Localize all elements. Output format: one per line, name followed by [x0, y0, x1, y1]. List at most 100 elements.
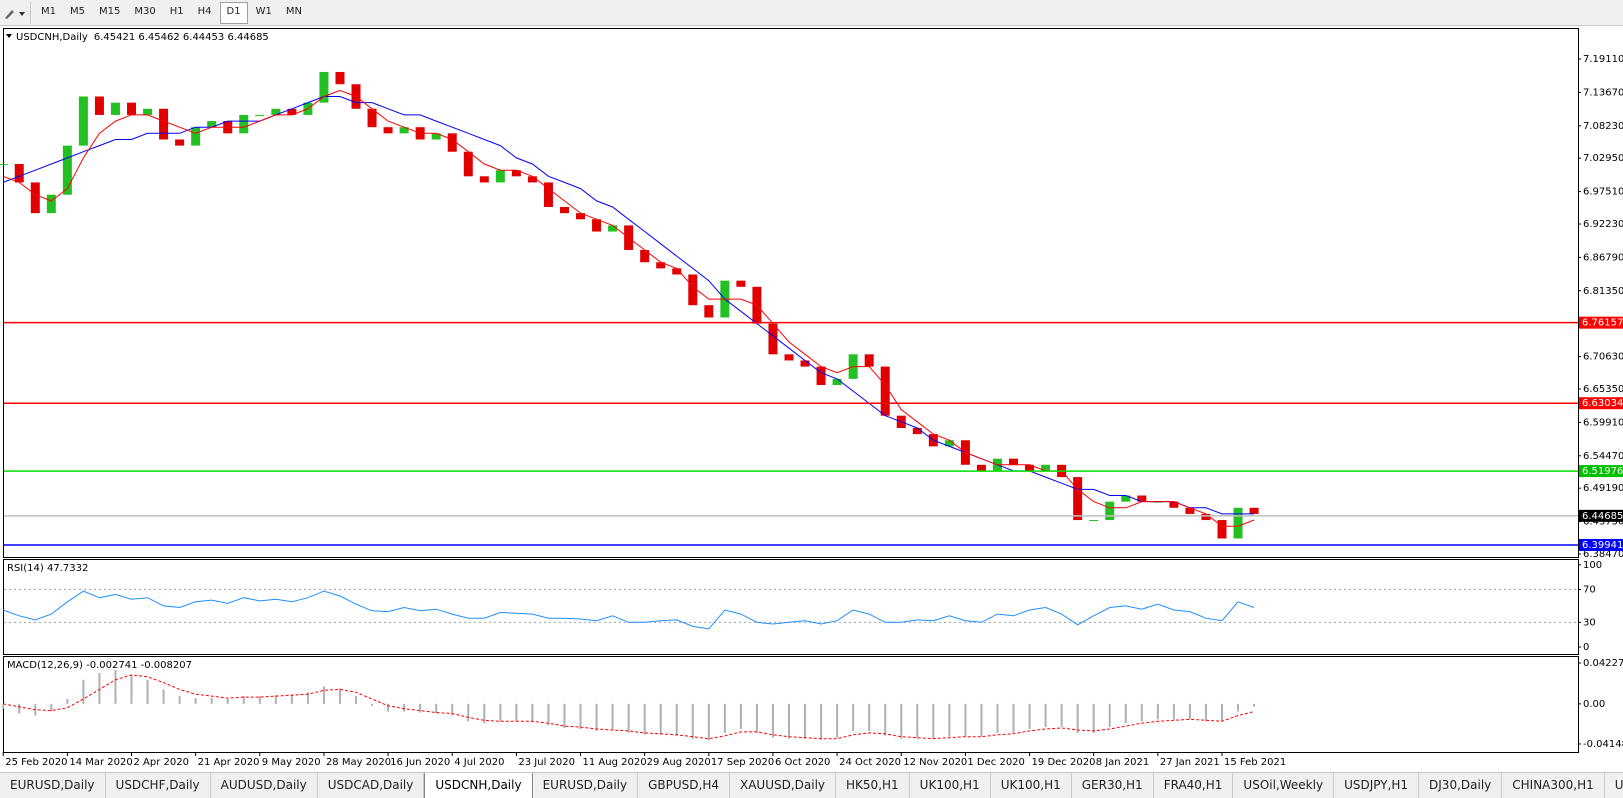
y-tick-label: 6.92230: [1583, 219, 1623, 230]
candle: [479, 176, 489, 183]
chart-tab[interactable]: UK100,H1: [910, 773, 991, 798]
chart-tab[interactable]: GER30,H1: [1072, 773, 1154, 798]
macd-bar: [900, 703, 903, 739]
chart-tab[interactable]: USDCHF,Daily: [106, 773, 211, 798]
candle: [463, 151, 473, 177]
timeframe-button[interactable]: M30: [134, 5, 156, 17]
x-tick-label: 28 May 2020: [326, 757, 391, 768]
ohlc-values: 6.45421 6.45462 6.44453 6.44685: [94, 32, 269, 43]
x-tick-label: 8 Jan 2021: [1096, 757, 1150, 768]
macd-bar: [258, 696, 261, 704]
timeframe-button[interactable]: MN: [285, 5, 302, 17]
macd-bar: [1237, 703, 1240, 712]
macd-bar: [66, 699, 69, 704]
draw-tools[interactable]: [0, 1, 31, 24]
candle: [864, 354, 874, 367]
y-tick-label: 6.49190: [1583, 483, 1623, 494]
chart-tab[interactable]: USDCAD,Daily: [318, 773, 425, 798]
macd-bar: [130, 674, 133, 704]
candle: [110, 102, 120, 115]
macd-bar: [322, 686, 325, 704]
chart-tab[interactable]: FRA40,H1: [1154, 773, 1234, 798]
candle: [383, 127, 393, 134]
x-tick-label: 1 Dec 2020: [967, 757, 1025, 768]
candle: [1185, 507, 1195, 514]
candle: [1169, 501, 1179, 508]
candle: [1025, 464, 1035, 471]
level-label-box: [1579, 316, 1623, 329]
macd-bar: [1076, 703, 1079, 733]
y-tick-label: 6.81350: [1583, 286, 1623, 297]
candle: [207, 121, 217, 128]
x-tick-label: 24 Oct 2020: [839, 757, 901, 768]
candle: [656, 262, 666, 269]
macd-bar: [419, 703, 422, 713]
macd-bar: [1140, 703, 1143, 722]
macd-bar: [1028, 703, 1031, 729]
chart-tab[interactable]: USOil,Weekly: [1233, 773, 1335, 798]
candle: [287, 108, 297, 115]
tool-icon: [5, 9, 25, 19]
macd-bar: [242, 696, 245, 704]
y-tick-label: 0.042275: [1583, 658, 1623, 669]
macd-bar: [884, 703, 887, 736]
macd-bar: [852, 703, 855, 731]
macd-bar: [579, 703, 582, 729]
chart-tab[interactable]: EURUSD,Daily: [533, 773, 639, 798]
candle: [672, 268, 682, 275]
timeframe-button[interactable]: H4: [197, 5, 212, 17]
chart-tab[interactable]: EURUSD,Daily: [0, 773, 106, 798]
chart-tab[interactable]: CHINA300,H1: [1502, 773, 1605, 798]
candle: [46, 194, 56, 214]
macd-bar: [611, 703, 614, 730]
timeframe-button[interactable]: D1: [219, 1, 248, 24]
macd-bar: [435, 703, 438, 714]
macd-bar: [1172, 703, 1175, 720]
macd-bar: [98, 672, 101, 704]
level-label-box: [1579, 538, 1623, 551]
candle: [768, 323, 778, 355]
macd-bar: [1092, 703, 1095, 733]
chart-window: 7.19110 7.13670 7.08230 7.02950 6.97510 6.922…: [0, 28, 1623, 768]
timeframe-button[interactable]: H1: [169, 5, 184, 17]
chart-tab[interactable]: AUDUSD,Daily: [211, 773, 318, 798]
level-label: 6.51976: [1582, 466, 1623, 477]
timeframe-button[interactable]: M5: [70, 5, 85, 17]
timeframe-button[interactable]: M1: [41, 5, 56, 17]
macd-bar: [1060, 703, 1063, 728]
x-tick-label: 25 Feb 2020: [5, 757, 67, 768]
candle: [367, 108, 377, 128]
y-tick-label: 6.54470: [1583, 451, 1623, 462]
candle: [527, 176, 537, 183]
candle: [319, 71, 329, 103]
timeframe-button[interactable]: W1: [255, 5, 272, 17]
x-tick-label: 27 Jan 2021: [1160, 757, 1220, 768]
x-tick-label: 14 Mar 2020: [69, 757, 132, 768]
candle: [1153, 501, 1163, 503]
chart-tab[interactable]: HK50,H1: [836, 773, 910, 798]
chart-tab[interactable]: DJ30,Daily: [1419, 773, 1503, 798]
candle: [1121, 495, 1131, 502]
menu-triangle: [6, 34, 12, 38]
candle: [1201, 513, 1211, 521]
macd-bar: [1124, 703, 1127, 724]
macd-bar: [1204, 703, 1207, 722]
chart-tab[interactable]: GBPUSD,H4: [638, 773, 730, 798]
macd-bar: [739, 703, 742, 729]
chart-tab[interactable]: XAUUSD,Daily: [730, 773, 837, 798]
macd-bar: [1012, 703, 1015, 733]
timeframe-button[interactable]: M15: [99, 5, 121, 17]
candle: [335, 71, 345, 85]
macd-bar: [499, 703, 502, 722]
chart-tab[interactable]: U: [1605, 773, 1623, 798]
candle: [592, 219, 602, 232]
chart-tab[interactable]: UK100,H1: [991, 773, 1072, 798]
macd-bar: [1220, 703, 1223, 722]
candle: [784, 354, 794, 361]
candle: [640, 249, 650, 263]
chart-tab[interactable]: USDJPY,H1: [1334, 773, 1420, 798]
candle: [511, 170, 521, 177]
macd-bar: [563, 703, 566, 729]
macd-bar: [146, 679, 149, 704]
chart-tab[interactable]: USDCNH,Daily: [424, 773, 533, 798]
